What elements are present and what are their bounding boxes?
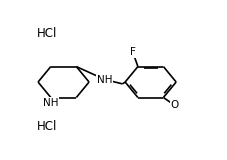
Text: NH: NH xyxy=(43,98,59,108)
Text: O: O xyxy=(171,100,179,110)
Text: HCl: HCl xyxy=(37,28,58,40)
Text: F: F xyxy=(130,47,136,57)
Text: HCl: HCl xyxy=(37,120,58,133)
Text: NH: NH xyxy=(97,75,113,85)
